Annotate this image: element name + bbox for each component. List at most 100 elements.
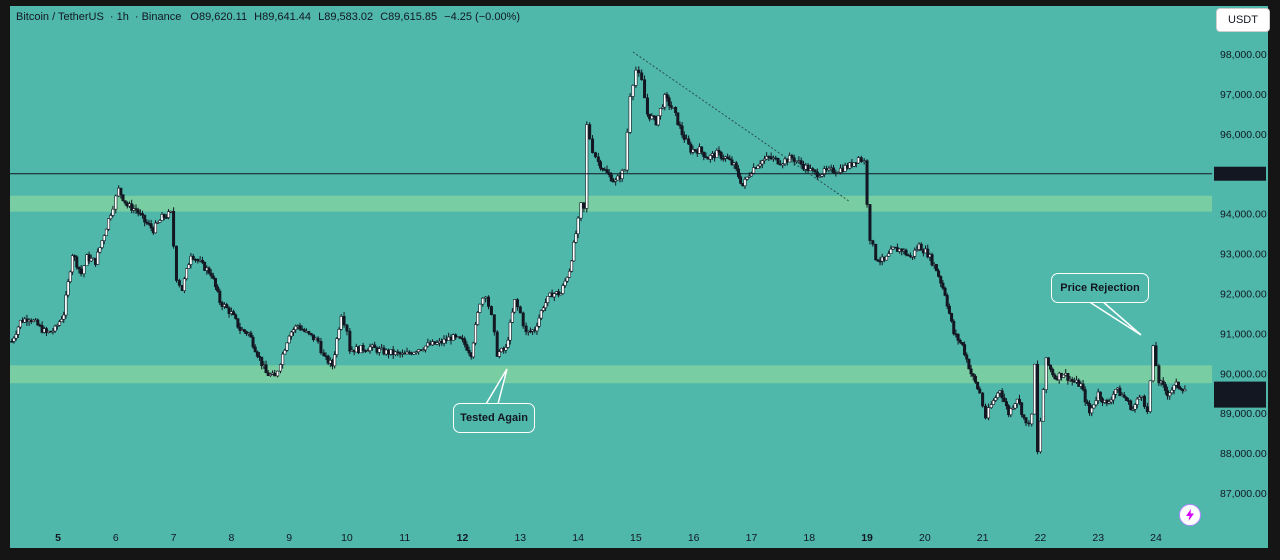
candle-body xyxy=(790,155,794,159)
candle-body xyxy=(123,200,127,204)
candle-body xyxy=(497,351,501,357)
candle-body xyxy=(1024,417,1028,424)
candle-body xyxy=(537,317,541,327)
candle-body xyxy=(51,330,55,333)
x-tick-label: 8 xyxy=(228,532,234,544)
candle-body xyxy=(749,172,753,177)
candle-body xyxy=(467,349,471,354)
candle-body xyxy=(234,314,238,319)
candle-body xyxy=(53,325,57,332)
candle-body xyxy=(515,299,519,308)
candle-body xyxy=(605,169,609,173)
x-tick-label: 10 xyxy=(341,532,353,544)
candle-body xyxy=(1129,400,1133,410)
candle-body xyxy=(109,215,113,220)
candle-body xyxy=(213,278,217,288)
candle-body xyxy=(407,351,411,354)
candle-body xyxy=(943,287,947,296)
candle-body xyxy=(965,354,969,360)
candle-body xyxy=(100,240,104,248)
candle-body xyxy=(1030,413,1034,425)
candle-body xyxy=(539,310,543,319)
candle-body xyxy=(66,281,70,296)
candle-body xyxy=(1000,390,1004,399)
candle-body xyxy=(582,202,586,209)
current-price-label-bg xyxy=(1214,381,1266,408)
candle-body xyxy=(177,280,181,286)
symbol-name[interactable]: Bitcoin / TetherUS xyxy=(16,11,104,23)
candle-body xyxy=(708,155,712,160)
candle-body xyxy=(871,240,875,245)
candle-body xyxy=(102,235,106,241)
y-tick-label: 92,000.00 xyxy=(1220,288,1267,300)
candle-body xyxy=(1124,396,1128,401)
candle-body xyxy=(574,233,578,243)
candle-body xyxy=(1070,379,1074,382)
candle-body xyxy=(930,254,934,266)
candle-body xyxy=(1109,399,1113,403)
candle-body xyxy=(950,313,954,322)
candle-body xyxy=(715,150,719,158)
candle-body xyxy=(1183,389,1187,392)
candle-body xyxy=(487,296,491,307)
candle-body xyxy=(311,334,315,341)
candle-body xyxy=(492,314,496,333)
lightning-icon[interactable] xyxy=(1179,504,1201,526)
candle-body xyxy=(68,271,72,283)
candle-body xyxy=(658,108,662,117)
candle-body xyxy=(989,404,993,408)
candle-body xyxy=(16,326,20,335)
candle-body xyxy=(524,325,528,333)
candle-body xyxy=(719,151,723,159)
candle-body xyxy=(693,149,697,152)
candle-body xyxy=(1168,392,1172,397)
candle-body xyxy=(508,321,512,341)
candle-body xyxy=(414,351,418,354)
candle-body xyxy=(643,79,647,99)
candle-body xyxy=(149,223,153,229)
x-tick-label: 17 xyxy=(746,532,758,544)
candle-body xyxy=(348,330,352,352)
candle-body xyxy=(510,311,514,323)
candle-body xyxy=(947,305,951,314)
candle-body xyxy=(232,311,236,316)
candle-body xyxy=(991,400,995,405)
candle-body xyxy=(776,157,780,165)
currency-button[interactable]: USDT xyxy=(1216,8,1270,32)
candle-body xyxy=(476,312,480,325)
candle-body xyxy=(689,143,693,153)
candle-body xyxy=(342,316,346,326)
price-axis[interactable] xyxy=(1212,6,1268,522)
candle-body xyxy=(614,179,618,182)
candle-body xyxy=(765,156,769,160)
candle-body xyxy=(832,167,836,174)
candle-body xyxy=(904,249,908,256)
current-price-label: 89,615.85 xyxy=(1218,384,1265,396)
interval[interactable]: 1h xyxy=(116,11,129,23)
candle-body xyxy=(96,251,100,265)
candle-body xyxy=(478,303,482,313)
candle-body xyxy=(958,340,962,343)
candle-body xyxy=(463,338,467,345)
candle-body xyxy=(1017,398,1021,403)
time-axis[interactable] xyxy=(10,525,1212,548)
candle-body xyxy=(1046,357,1050,366)
candle-body xyxy=(62,314,66,320)
candle-body xyxy=(207,267,211,274)
x-tick-label: 12 xyxy=(457,532,469,544)
candle-body xyxy=(661,106,665,109)
x-tick-label: 19 xyxy=(861,532,873,544)
candle-body xyxy=(1049,364,1053,370)
candle-body xyxy=(141,213,145,216)
candle-body xyxy=(969,368,973,375)
candle-body xyxy=(634,69,638,86)
candle-body xyxy=(1020,402,1024,415)
candle-body xyxy=(1131,409,1135,411)
candle-body xyxy=(874,243,878,261)
low-value: L89,583.02 xyxy=(318,11,374,23)
candle-body xyxy=(484,296,488,299)
candle-body xyxy=(674,107,678,114)
candle-body xyxy=(273,372,277,377)
candle-body xyxy=(743,179,747,187)
candle-body xyxy=(504,347,508,351)
